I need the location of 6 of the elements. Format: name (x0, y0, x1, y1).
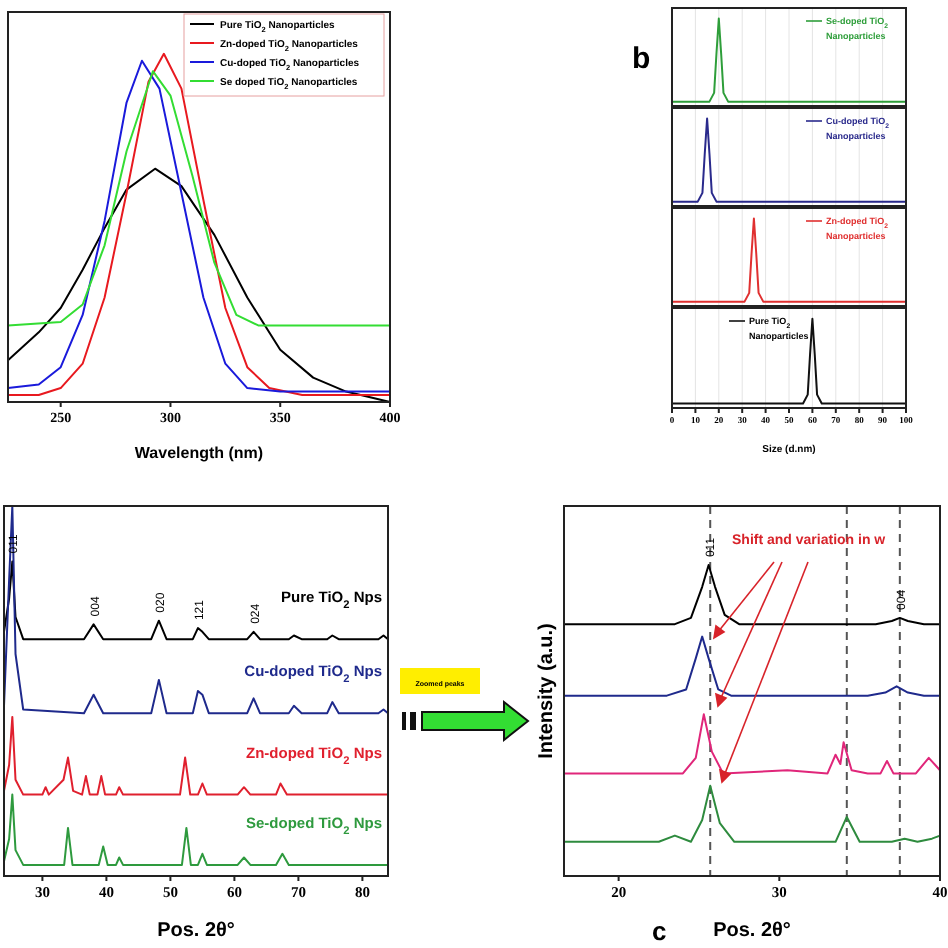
x-axis-title: Wavelength (nm) (134, 444, 264, 462)
text: c (652, 916, 667, 946)
text: b (632, 42, 651, 76)
y-axis-title: Intensity (a.u.) (536, 623, 558, 759)
x-axis-title: Pos. 2θ° (157, 920, 235, 942)
x-axis-title: Pos. 2θ° (713, 920, 791, 942)
